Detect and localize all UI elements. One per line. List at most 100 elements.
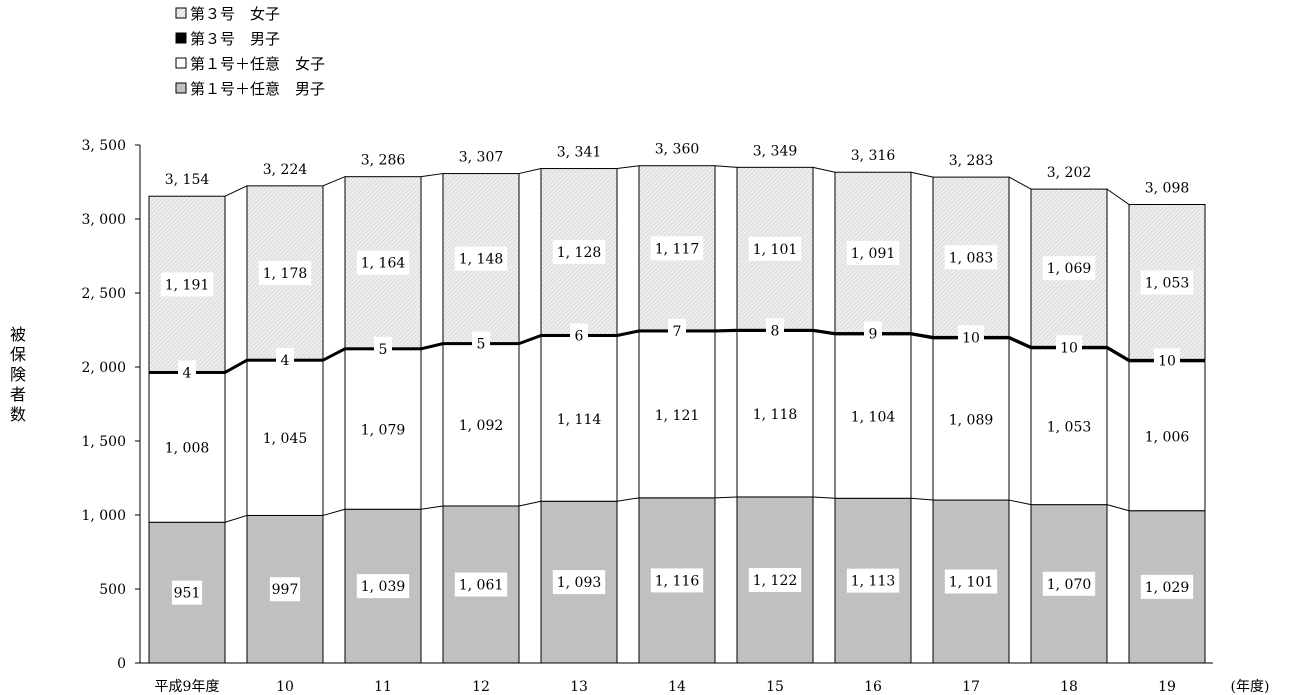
- data-label-1m-bg: [171, 580, 203, 605]
- connector-3m: [420, 342, 444, 351]
- data-label-3m-bg: [864, 321, 882, 346]
- data-label-3f-bg: [258, 261, 312, 286]
- bar-segment-1f: [344, 349, 422, 510]
- connector-1m: [616, 497, 640, 502]
- bar-segment-1f: [736, 330, 814, 498]
- x-tick-label: 11: [374, 679, 392, 695]
- data-label-1m-bg: [748, 567, 802, 592]
- data-label-3f: 1, 091: [851, 246, 896, 262]
- total-label: 3, 341: [557, 145, 602, 161]
- x-tick-label: 18: [1060, 679, 1078, 695]
- data-labels: 951 1, 008 4 1, 191 3, 154 997 1, 045 4 1, 178 3,…: [160, 142, 1194, 605]
- data-label-3m: 8: [771, 323, 780, 339]
- total-label: 3, 307: [459, 150, 504, 166]
- data-label-1m-bg: [1042, 571, 1096, 596]
- legend-swatch: [175, 7, 187, 19]
- data-label-1m-bg: [269, 577, 301, 602]
- legend-swatch: [175, 32, 187, 44]
- total-label: 3, 224: [263, 162, 308, 178]
- data-label-3m: 5: [477, 337, 486, 353]
- y-tick-label: 3, 000: [81, 212, 126, 228]
- data-label-3f-bg: [160, 272, 214, 297]
- y-tick-label: 500: [99, 582, 126, 598]
- data-label-3f-bg: [846, 240, 900, 265]
- data-label-3m: 10: [1158, 353, 1176, 369]
- data-label-1m: 1, 029: [1145, 580, 1190, 596]
- total-label: 3, 202: [1047, 165, 1092, 181]
- legend-swatch: [175, 57, 187, 69]
- data-label-1m: 1, 061: [459, 577, 504, 593]
- connector-3m: [714, 328, 738, 333]
- data-label-3m: 6: [575, 328, 584, 344]
- x-tick-label: 16: [864, 679, 882, 695]
- x-tick-label: 17: [962, 679, 980, 695]
- data-label-1f: 1, 053: [1047, 420, 1092, 436]
- connector-1m: [910, 497, 934, 501]
- y-tick-label: 1, 000: [81, 508, 126, 524]
- series-connectors: [224, 165, 1130, 523]
- data-label-1m-bg: [650, 568, 704, 593]
- data-label-3f: 1, 117: [655, 241, 700, 257]
- connector-total: [714, 165, 738, 168]
- data-label-3f-bg: [552, 240, 606, 265]
- data-label-1f: 1, 121: [655, 408, 700, 424]
- total-label: 3, 349: [753, 143, 798, 159]
- y-axis-title: 被保険者数: [10, 325, 26, 424]
- y-tick-label: 3, 500: [81, 138, 126, 154]
- data-label-3m-bg: [1154, 348, 1180, 373]
- x-tick-label: 14: [668, 679, 686, 695]
- data-label-3m: 7: [673, 324, 682, 340]
- connector-3m: [322, 347, 346, 362]
- x-tick-label: 10: [276, 679, 294, 695]
- connector-1m: [322, 508, 346, 516]
- data-label-3m: 4: [183, 365, 192, 381]
- data-label-3m-bg: [178, 360, 196, 385]
- total-label: 3, 360: [655, 142, 700, 158]
- total-label: 3, 154: [165, 172, 210, 188]
- data-label-3f: 1, 083: [949, 250, 994, 266]
- x-tick-label: 19: [1158, 679, 1176, 695]
- bar-segment-1f: [1030, 348, 1108, 506]
- bar-segment-1f: [834, 334, 912, 499]
- data-label-1m: 1, 093: [557, 575, 602, 591]
- data-label-3f: 1, 178: [263, 266, 308, 282]
- connector-1m: [812, 496, 836, 499]
- data-label-3m-bg: [276, 348, 294, 373]
- axes: 0 500 1, 000 1, 500 2, 000 2, 500 3, 000 3, 500…: [10, 138, 1269, 695]
- data-label-3m-bg: [668, 318, 686, 343]
- data-label-3f-bg: [748, 236, 802, 261]
- data-label-3m: 10: [1060, 340, 1078, 356]
- connector-1m: [224, 514, 248, 523]
- total-label: 3, 098: [1145, 180, 1190, 196]
- data-label-1m-bg: [944, 569, 998, 594]
- y-tick-label: 2, 500: [81, 286, 126, 302]
- data-label-3f: 1, 148: [459, 252, 504, 268]
- data-label-3m-bg: [472, 331, 490, 356]
- connector-total: [910, 171, 934, 178]
- legend-label: 第３号 男子: [190, 30, 280, 48]
- data-label-1m-bg: [1140, 574, 1194, 599]
- data-label-3m: 4: [281, 353, 290, 369]
- y-tick-label: 1, 500: [81, 434, 126, 450]
- total-label: 3, 286: [361, 153, 406, 169]
- data-label-1m: 1, 039: [361, 579, 406, 595]
- data-label-1m: 1, 122: [753, 573, 798, 589]
- connector-3m: [1008, 336, 1032, 349]
- data-label-3m: 9: [869, 327, 878, 343]
- data-label-3m-bg: [374, 336, 392, 361]
- x-axis-title: (年度): [1231, 679, 1270, 695]
- data-label-1f: 1, 114: [557, 412, 602, 428]
- data-label-1f: 1, 118: [753, 407, 798, 423]
- data-label-3m: 10: [962, 330, 980, 346]
- data-label-3f-bg: [944, 245, 998, 270]
- x-tick-label: 12: [472, 679, 490, 695]
- data-label-1f: 1, 008: [165, 441, 210, 457]
- data-label-1f: 1, 104: [851, 410, 896, 426]
- total-label: 3, 316: [851, 148, 896, 164]
- connector-total: [616, 165, 640, 170]
- bar-segment-1f: [1128, 361, 1206, 512]
- bar-segment-1f: [148, 372, 226, 523]
- data-label-3f-bg: [356, 250, 410, 275]
